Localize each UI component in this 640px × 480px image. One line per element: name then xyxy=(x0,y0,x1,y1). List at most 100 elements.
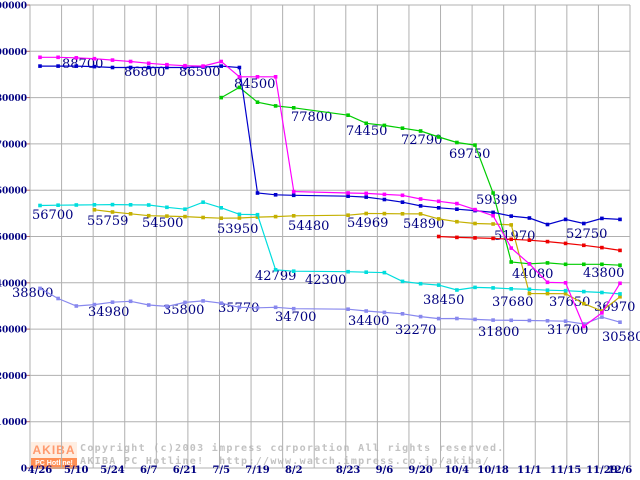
data-label: 74450 xyxy=(346,124,387,139)
series-marker-dark-yellow xyxy=(455,219,459,224)
series-marker-dark-yellow xyxy=(165,214,169,218)
y-axis-label: 40000 xyxy=(0,279,27,289)
series-marker-green xyxy=(545,261,550,265)
x-axis-label: 11/1 xyxy=(517,465,542,476)
series-marker-magenta xyxy=(563,281,568,285)
series-marker-green xyxy=(491,191,495,195)
series-marker-dark-yellow xyxy=(382,211,387,216)
x-axis-label: 5/10 xyxy=(64,465,89,476)
series-marker-blue xyxy=(128,65,133,70)
data-label: 34400 xyxy=(348,314,389,329)
data-label: 38450 xyxy=(423,293,464,308)
series-marker-green xyxy=(291,106,296,110)
series-marker-red xyxy=(545,239,550,244)
y-axis-label: 90000 xyxy=(0,48,27,58)
series-marker-cyan xyxy=(146,203,151,207)
data-label: 86500 xyxy=(179,65,220,80)
logo-pc-hotline-text: PC Hotline! xyxy=(31,458,77,469)
series-marker-dark-yellow xyxy=(364,211,368,216)
data-label: 30580 xyxy=(602,330,640,345)
series-marker-light-purple xyxy=(400,312,405,316)
series-marker-magenta xyxy=(346,191,350,195)
series-marker-light-purple xyxy=(509,318,513,323)
data-label: 32270 xyxy=(395,323,436,338)
series-marker-red xyxy=(527,238,532,242)
series-marker-cyan xyxy=(201,200,205,204)
series-marker-blue xyxy=(273,193,278,197)
series-marker-cyan xyxy=(56,203,60,207)
series-marker-cyan xyxy=(545,288,550,292)
series-marker-red xyxy=(491,236,495,241)
series-marker-blue xyxy=(346,194,350,198)
series-marker-magenta xyxy=(74,56,79,60)
series-marker-blue xyxy=(92,64,97,69)
series-marker-light-purple xyxy=(491,318,495,322)
series-marker-light-purple xyxy=(364,309,368,313)
series-marker-cyan xyxy=(509,287,513,291)
series-marker-dark-yellow xyxy=(491,222,495,226)
series-marker-light-purple xyxy=(382,310,387,315)
series-marker-magenta xyxy=(165,62,169,67)
series-marker-cyan xyxy=(527,287,532,292)
series-marker-dark-yellow xyxy=(92,208,97,212)
series-marker-cyan xyxy=(255,212,260,217)
x-axis-label: 11/29 xyxy=(586,465,618,476)
series-marker-cyan xyxy=(473,285,477,290)
series-marker-green xyxy=(273,104,278,108)
series-marker-light-purple xyxy=(219,301,223,305)
series-marker-blue xyxy=(618,217,622,222)
series-marker-dark-yellow xyxy=(527,291,532,296)
series-marker-blue xyxy=(455,207,459,211)
series-marker-light-purple xyxy=(527,318,532,323)
series-marker-green xyxy=(237,85,242,90)
series-marker-cyan xyxy=(436,283,441,287)
series-marker-red xyxy=(509,237,513,242)
series-marker-cyan xyxy=(165,205,169,210)
series-marker-magenta xyxy=(509,246,513,250)
series-marker-cyan xyxy=(382,270,387,275)
series-marker-cyan xyxy=(563,288,568,293)
series-marker-cyan xyxy=(600,290,604,295)
series-marker-light-purple xyxy=(418,314,423,319)
series-marker-light-purple xyxy=(346,307,350,311)
series-marker-green xyxy=(255,100,260,104)
series-marker-dark-yellow xyxy=(273,214,278,219)
y-axis-label: 50000 xyxy=(0,233,27,243)
x-axis-label: 6/7 xyxy=(140,465,158,476)
series-marker-magenta xyxy=(618,281,622,286)
logo-akiba-text: AKIBA xyxy=(31,442,77,458)
series-marker-light-purple xyxy=(273,305,278,310)
series-marker-blue xyxy=(563,217,568,222)
series-marker-blue xyxy=(146,65,151,70)
series-marker-blue xyxy=(382,197,387,202)
data-label: 37680 xyxy=(492,295,533,310)
data-label: 54480 xyxy=(288,219,329,234)
series-marker-blue xyxy=(527,216,532,220)
series-marker-green xyxy=(582,262,586,267)
data-label: 38800 xyxy=(12,286,53,301)
series-line-blue xyxy=(40,65,621,226)
series-marker-blue xyxy=(219,64,223,68)
series-marker-green xyxy=(600,262,604,267)
series-marker-blue xyxy=(74,64,79,68)
series-marker-magenta xyxy=(273,75,278,79)
series-marker-light-purple xyxy=(455,316,459,321)
series-marker-magenta xyxy=(582,324,586,329)
x-axis-label: 7/19 xyxy=(245,465,270,476)
data-label: 43800 xyxy=(583,266,624,281)
series-marker-green xyxy=(563,262,568,267)
series-marker-cyan xyxy=(273,268,278,272)
series-marker-magenta xyxy=(473,207,477,212)
series-marker-green xyxy=(382,123,387,128)
x-axis-label: 10/4 xyxy=(445,465,470,476)
series-marker-magenta xyxy=(56,55,60,60)
series-marker-dark-yellow xyxy=(201,215,205,220)
data-label: 56700 xyxy=(32,208,73,223)
series-marker-light-purple xyxy=(38,286,42,291)
watermark-site-url: AKIBA PC Hotline! http://www.watch.impre… xyxy=(80,456,490,467)
series-marker-light-purple xyxy=(165,304,169,309)
series-marker-magenta xyxy=(600,311,604,315)
series-marker-red xyxy=(618,248,622,253)
series-line-dark-yellow xyxy=(94,209,621,312)
